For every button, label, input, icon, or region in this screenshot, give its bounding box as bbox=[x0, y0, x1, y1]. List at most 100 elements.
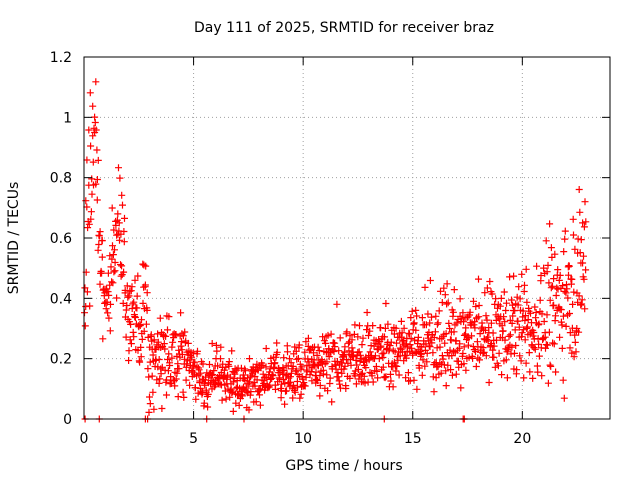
data-point-marker bbox=[400, 324, 408, 332]
data-point-marker bbox=[116, 236, 123, 244]
data-point-marker bbox=[578, 300, 586, 308]
data-point-marker bbox=[186, 381, 194, 389]
data-point-marker bbox=[441, 339, 449, 347]
data-point-marker bbox=[368, 372, 376, 380]
data-point-marker bbox=[540, 264, 548, 272]
data-point-marker bbox=[241, 367, 249, 375]
data-point-marker bbox=[535, 320, 543, 328]
data-point-marker bbox=[538, 372, 546, 380]
data-point-marker bbox=[188, 353, 195, 361]
data-point-marker bbox=[228, 347, 236, 355]
data-point-marker bbox=[456, 340, 464, 348]
data-point-marker bbox=[439, 355, 447, 363]
data-point-marker bbox=[345, 339, 352, 347]
data-point-marker bbox=[195, 366, 203, 374]
data-point-marker bbox=[488, 290, 496, 298]
data-point-marker bbox=[572, 348, 580, 356]
data-point-marker bbox=[177, 309, 185, 317]
grid bbox=[84, 57, 610, 419]
data-point-marker bbox=[209, 371, 216, 379]
data-point-marker bbox=[500, 288, 508, 296]
data-point-marker bbox=[508, 319, 516, 327]
data-point-marker bbox=[476, 330, 484, 338]
data-point-marker bbox=[398, 329, 406, 337]
data-point-marker bbox=[523, 298, 531, 306]
data-point-marker bbox=[508, 296, 515, 304]
data-point-marker bbox=[459, 350, 467, 357]
data-point-marker bbox=[316, 382, 324, 389]
data-point-marker bbox=[85, 126, 93, 134]
data-point-marker bbox=[544, 261, 552, 269]
data-point-marker bbox=[361, 379, 369, 387]
data-point-marker bbox=[216, 380, 224, 388]
data-point-marker bbox=[109, 242, 116, 250]
data-point-marker bbox=[228, 389, 236, 397]
data-point-marker bbox=[200, 399, 208, 407]
data-point-marker bbox=[421, 362, 429, 370]
data-point-marker bbox=[481, 289, 489, 297]
data-point-marker bbox=[133, 304, 141, 312]
data-point-marker bbox=[560, 394, 568, 402]
data-point-marker bbox=[121, 289, 129, 297]
data-point-marker bbox=[175, 365, 183, 373]
data-point-marker bbox=[259, 361, 267, 369]
data-point-marker bbox=[316, 372, 324, 379]
x-tick-label: 10 bbox=[294, 431, 312, 447]
data-point-marker bbox=[483, 316, 491, 324]
data-point-marker bbox=[428, 339, 436, 347]
data-point-marker bbox=[111, 259, 119, 266]
data-point-marker bbox=[460, 360, 468, 368]
data-point-marker bbox=[262, 345, 270, 352]
data-point-marker bbox=[382, 373, 390, 381]
data-point-marker bbox=[531, 345, 539, 353]
data-point-marker bbox=[348, 336, 356, 344]
data-point-marker bbox=[482, 312, 490, 320]
data-point-marker bbox=[118, 262, 126, 270]
data-point-marker bbox=[145, 408, 153, 416]
data-point-marker bbox=[532, 309, 540, 316]
x-axis: 0 5 10 15 20 bbox=[80, 57, 531, 447]
data-point-marker bbox=[437, 369, 445, 377]
data-point-marker bbox=[487, 319, 495, 327]
data-point-marker bbox=[491, 363, 499, 371]
data-point-marker bbox=[171, 382, 179, 390]
data-point-marker bbox=[543, 311, 551, 319]
data-point-marker bbox=[149, 351, 157, 359]
data-point-marker bbox=[540, 318, 548, 325]
data-point-marker bbox=[331, 343, 339, 351]
data-point-marker bbox=[549, 339, 557, 347]
data-point-marker bbox=[479, 344, 487, 352]
data-point-marker bbox=[113, 294, 121, 302]
data-point-marker bbox=[465, 353, 473, 361]
data-point-marker bbox=[570, 353, 578, 361]
data-point-marker bbox=[169, 338, 177, 346]
data-point-marker bbox=[251, 382, 259, 390]
data-point-marker bbox=[286, 355, 293, 363]
data-point-marker bbox=[170, 330, 178, 338]
data-point-marker bbox=[85, 220, 93, 228]
data-point-marker bbox=[83, 156, 91, 164]
data-point-marker bbox=[470, 297, 477, 305]
data-point-marker bbox=[417, 350, 425, 358]
data-point-marker bbox=[513, 366, 521, 374]
data-point-marker bbox=[582, 218, 590, 226]
data-point-marker bbox=[436, 343, 444, 351]
data-point-marker bbox=[150, 336, 158, 344]
data-point-marker bbox=[546, 296, 554, 304]
data-point-marker bbox=[121, 214, 128, 222]
data-point-marker bbox=[272, 385, 279, 393]
data-point-marker bbox=[475, 302, 483, 309]
data-point-marker bbox=[490, 342, 498, 350]
data-point-marker bbox=[289, 362, 297, 370]
data-point-marker bbox=[109, 251, 117, 259]
data-point-marker bbox=[503, 374, 511, 382]
data-point-marker bbox=[478, 323, 486, 331]
data-point-marker bbox=[353, 361, 361, 369]
data-point-marker bbox=[575, 186, 583, 193]
data-point-marker bbox=[547, 362, 555, 370]
data-point-marker bbox=[445, 319, 453, 327]
data-point-marker bbox=[156, 375, 164, 383]
data-point-marker bbox=[146, 400, 154, 408]
data-point-marker bbox=[127, 340, 135, 348]
data-point-marker bbox=[287, 359, 295, 367]
